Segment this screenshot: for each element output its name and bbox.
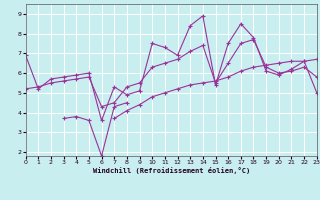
X-axis label: Windchill (Refroidissement éolien,°C): Windchill (Refroidissement éolien,°C): [92, 167, 250, 174]
